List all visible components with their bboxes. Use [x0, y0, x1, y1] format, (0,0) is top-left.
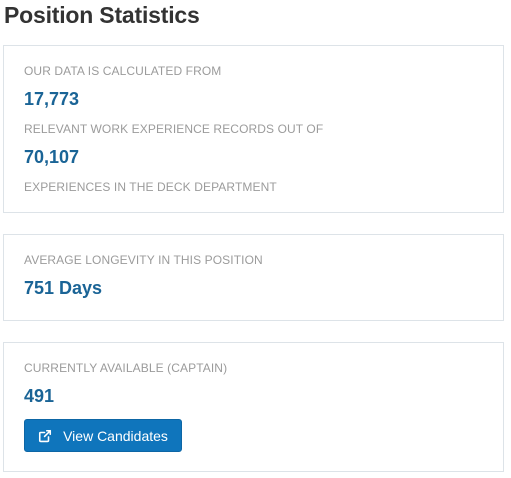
availability-card: CURRENTLY AVAILABLE (CAPTAIN) 491 View C…	[3, 342, 504, 472]
external-link-icon	[38, 429, 52, 443]
data-outro-label: EXPERIENCES IN THE DECK DEPARTMENT	[24, 180, 277, 194]
total-experiences-count: 70,107	[24, 147, 80, 167]
longevity-value: 751 Days	[24, 278, 103, 298]
view-candidates-button[interactable]: View Candidates	[24, 419, 182, 452]
longevity-label: AVERAGE LONGEVITY IN THIS POSITION	[24, 253, 263, 267]
availability-label: CURRENTLY AVAILABLE (CAPTAIN)	[24, 361, 228, 375]
page-title: Position Statistics	[4, 2, 200, 28]
longevity-card: AVERAGE LONGEVITY IN THIS POSITION 751 D…	[3, 234, 504, 321]
relevant-records-count: 17,773	[24, 89, 80, 109]
view-candidates-label: View Candidates	[63, 427, 168, 444]
data-intro-label: OUR DATA IS CALCULATED FROM	[24, 64, 222, 78]
data-middle-label: RELEVANT WORK EXPERIENCE RECORDS OUT OF	[24, 122, 324, 136]
available-count: 491	[24, 386, 55, 406]
data-source-card: OUR DATA IS CALCULATED FROM 17,773 RELEV…	[3, 45, 504, 213]
